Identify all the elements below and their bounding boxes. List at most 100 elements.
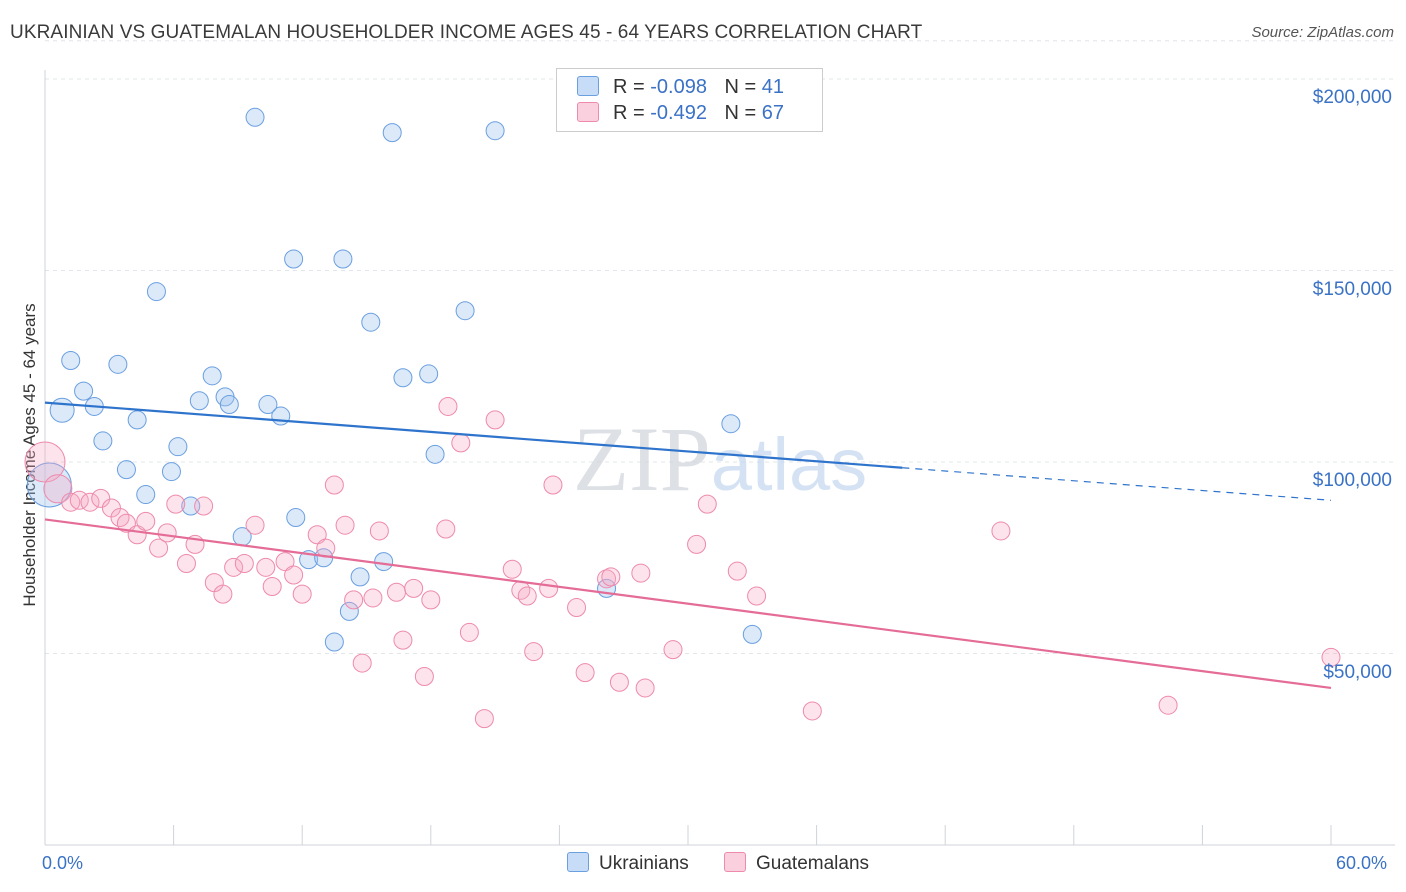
ukrainian-point-14 bbox=[189, 391, 209, 411]
axes bbox=[44, 70, 1395, 846]
ukrainian-point-2 bbox=[61, 351, 81, 371]
guatemalan-point-36 bbox=[393, 630, 413, 650]
ukrainian-point-8 bbox=[127, 410, 147, 430]
guatemalan-point-49 bbox=[524, 642, 544, 662]
guatemalan-point-29 bbox=[324, 475, 344, 495]
ukrainian-trend-line bbox=[44, 401, 903, 469]
ukrainian-point-28 bbox=[339, 601, 359, 621]
guatemalan-point-27 bbox=[307, 525, 327, 545]
legend-r-label-ukrainians: R = bbox=[613, 76, 645, 98]
guatemalan-point-21 bbox=[245, 515, 265, 535]
ukrainian-point-27 bbox=[324, 632, 344, 652]
ukrainian-point-12 bbox=[168, 437, 188, 457]
ukrainian-point-40 bbox=[742, 624, 762, 644]
ukrainian-point-21 bbox=[271, 406, 291, 426]
ukrainian-point-35 bbox=[425, 444, 445, 464]
guatemalan-point-56 bbox=[609, 672, 629, 692]
guatemalan-point-24 bbox=[275, 552, 295, 572]
bottom-legend-swatch-ukrainians bbox=[567, 852, 589, 872]
guatemalan-point-39 bbox=[421, 590, 441, 610]
ukrainian-point-31 bbox=[374, 552, 394, 572]
guatemalan-point-41 bbox=[438, 396, 458, 416]
ukrainian-point-7 bbox=[116, 460, 136, 480]
guatemalan-point-13 bbox=[166, 494, 186, 514]
guatemalan-point-45 bbox=[485, 410, 505, 430]
guatemalan-point-30 bbox=[335, 515, 355, 535]
guatemalan-point-46 bbox=[502, 559, 522, 579]
guatemalan-point-51 bbox=[543, 475, 563, 495]
guatemalan-trend-line bbox=[44, 518, 1332, 690]
y-tick-label-3: $50,000 bbox=[1323, 661, 1392, 683]
guatemalan-point-25 bbox=[284, 565, 304, 585]
guatemalan-point-63 bbox=[747, 586, 767, 606]
chart-source: Source: ZipAtlas.com bbox=[1251, 24, 1394, 41]
ukrainian-point-34 bbox=[419, 364, 439, 384]
guatemalan-point-23 bbox=[262, 576, 282, 596]
ukrainian-point-19 bbox=[245, 107, 265, 127]
guatemalan-point-50 bbox=[539, 578, 559, 598]
ukrainian-point-22 bbox=[284, 249, 304, 269]
guatemalan-point-19 bbox=[224, 557, 244, 577]
guatemalan-point-32 bbox=[352, 653, 372, 673]
ukrainian-point-23 bbox=[286, 508, 306, 528]
legend-row-ukrainians: R = -0.098 N = 41 bbox=[577, 76, 784, 100]
legend-n-label-guatemalans: N = bbox=[724, 102, 757, 124]
legend-box: R = -0.098 N = 41 R = -0.492 N = 67 bbox=[556, 68, 823, 132]
guatemalan-point-58 bbox=[635, 678, 655, 698]
x-tick-label-min: 0.0% bbox=[42, 853, 84, 873]
guatemalan-point-57 bbox=[631, 563, 651, 583]
guatemalan-point-0 bbox=[24, 441, 66, 483]
watermark-zip: ZIP bbox=[573, 408, 711, 510]
x-tick-label-max: 60.0% bbox=[1336, 853, 1388, 873]
guatemalan-point-31 bbox=[344, 590, 364, 610]
ukrainian-point-20 bbox=[258, 395, 278, 415]
guatemalan-point-38 bbox=[414, 666, 434, 686]
ukrainian-point-29 bbox=[350, 567, 370, 587]
legend-n-label-ukrainians: N = bbox=[724, 76, 757, 98]
guatemalan-point-53 bbox=[575, 663, 595, 683]
guatemalan-point-4 bbox=[80, 492, 100, 512]
bottom-legend-guatemalans: Guatemalans bbox=[724, 852, 869, 875]
guatemalan-point-43 bbox=[459, 622, 479, 642]
guatemalan-point-18 bbox=[213, 584, 233, 604]
guatemalan-point-34 bbox=[369, 521, 389, 541]
guatemalan-point-65 bbox=[991, 521, 1011, 541]
guatemalan-point-59 bbox=[663, 640, 683, 660]
legend-n-value-guatemalans: 67 bbox=[761, 102, 785, 124]
ukrainian-point-5 bbox=[93, 431, 113, 451]
guatemalan-point-10 bbox=[136, 511, 156, 531]
ukrainian-point-1 bbox=[49, 397, 75, 423]
ukrainian-point-26 bbox=[333, 249, 353, 269]
legend-swatch-guatemalans bbox=[577, 102, 599, 122]
guatemalan-point-60 bbox=[687, 534, 707, 554]
guatemalan-point-42 bbox=[451, 433, 471, 453]
data-points bbox=[24, 107, 1341, 729]
y-tick-label-1: $150,000 bbox=[1312, 278, 1392, 300]
ukrainian-point-11 bbox=[161, 462, 181, 482]
trend-lines bbox=[44, 401, 1332, 690]
ukrainian-point-15 bbox=[202, 366, 222, 386]
guatemalan-point-64 bbox=[802, 701, 822, 721]
watermark-atlas: atlas bbox=[711, 423, 867, 506]
bottom-legend-label-guatemalans: Guatemalans bbox=[756, 853, 870, 874]
bottom-legend-swatch-guatemalans bbox=[724, 852, 746, 872]
ukrainian-point-17 bbox=[219, 395, 239, 415]
guatemalan-point-20 bbox=[234, 553, 254, 573]
legend-r-value-ukrainians: -0.098 bbox=[650, 76, 707, 98]
chart-title: UKRAINIAN VS GUATEMALAN HOUSEHOLDER INCO… bbox=[10, 22, 923, 43]
guatemalan-point-40 bbox=[436, 519, 456, 539]
guatemalan-point-16 bbox=[194, 496, 214, 516]
legend-row-guatemalans: R = -0.492 N = 67 bbox=[577, 102, 784, 126]
legend-r-label-guatemalans: R = bbox=[613, 102, 645, 124]
guatemalan-point-33 bbox=[363, 588, 383, 608]
ukrainian-point-30 bbox=[361, 312, 381, 332]
y-tick-label-2: $100,000 bbox=[1312, 470, 1392, 491]
guatemalan-point-12 bbox=[157, 523, 177, 543]
ukrainian-point-39 bbox=[721, 414, 741, 434]
guatemalan-point-11 bbox=[149, 538, 169, 558]
ukrainian-point-37 bbox=[485, 121, 505, 141]
guatemalan-point-66 bbox=[1158, 695, 1178, 715]
bottom-legend-ukrainians: Ukrainians bbox=[567, 852, 689, 875]
ukrainian-point-33 bbox=[393, 368, 413, 388]
